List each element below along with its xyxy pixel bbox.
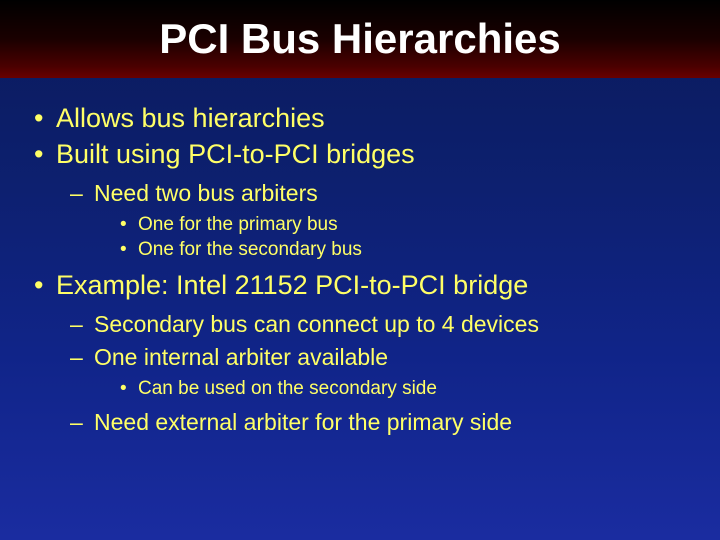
bullet-text: Need two bus arbiters: [94, 180, 318, 206]
bullet-text: One for the primary bus: [138, 214, 338, 235]
bullet-text: Built using PCI-to-PCI bridges: [56, 139, 415, 169]
bullet-text: Example: Intel 21152 PCI-to-PCI bridge: [56, 270, 528, 300]
bullet-list-lvl2: Need two bus arbiters One for the primar…: [56, 178, 692, 263]
bullet-lvl2: Secondary bus can connect up to 4 device…: [56, 309, 692, 340]
slide-body: Allows bus hierarchies Built using PCI-t…: [0, 78, 720, 439]
bullet-text: Allows bus hierarchies: [56, 103, 325, 133]
bullet-text: Can be used on the secondary side: [138, 378, 437, 399]
bullet-lvl3: Can be used on the secondary side: [94, 377, 692, 402]
slide-title: PCI Bus Hierarchies: [159, 15, 561, 63]
bullet-lvl1: Allows bus hierarchies: [28, 102, 692, 136]
bullet-text: One internal arbiter available: [94, 344, 388, 370]
bullet-text: Need external arbiter for the primary si…: [94, 409, 512, 435]
bullet-list-lvl3: Can be used on the secondary side: [94, 377, 692, 402]
bullet-text: Secondary bus can connect up to 4 device…: [94, 311, 539, 337]
bullet-list-lvl1: Allows bus hierarchies Built using PCI-t…: [28, 102, 692, 439]
bullet-lvl3: One for the primary bus: [94, 213, 692, 238]
bullet-lvl2: Need external arbiter for the primary si…: [56, 407, 692, 438]
bullet-list-lvl3: One for the primary bus One for the seco…: [94, 213, 692, 263]
bullet-lvl3: One for the secondary bus: [94, 238, 692, 263]
bullet-text: One for the secondary bus: [138, 239, 362, 260]
bullet-lvl2: Need two bus arbiters One for the primar…: [56, 178, 692, 263]
bullet-lvl1: Built using PCI-to-PCI bridges Need two …: [28, 138, 692, 263]
title-bar: PCI Bus Hierarchies: [0, 0, 720, 78]
bullet-lvl1: Example: Intel 21152 PCI-to-PCI bridge S…: [28, 269, 692, 439]
bullet-lvl2: One internal arbiter available Can be us…: [56, 342, 692, 402]
bullet-list-lvl2: Secondary bus can connect up to 4 device…: [56, 309, 692, 439]
